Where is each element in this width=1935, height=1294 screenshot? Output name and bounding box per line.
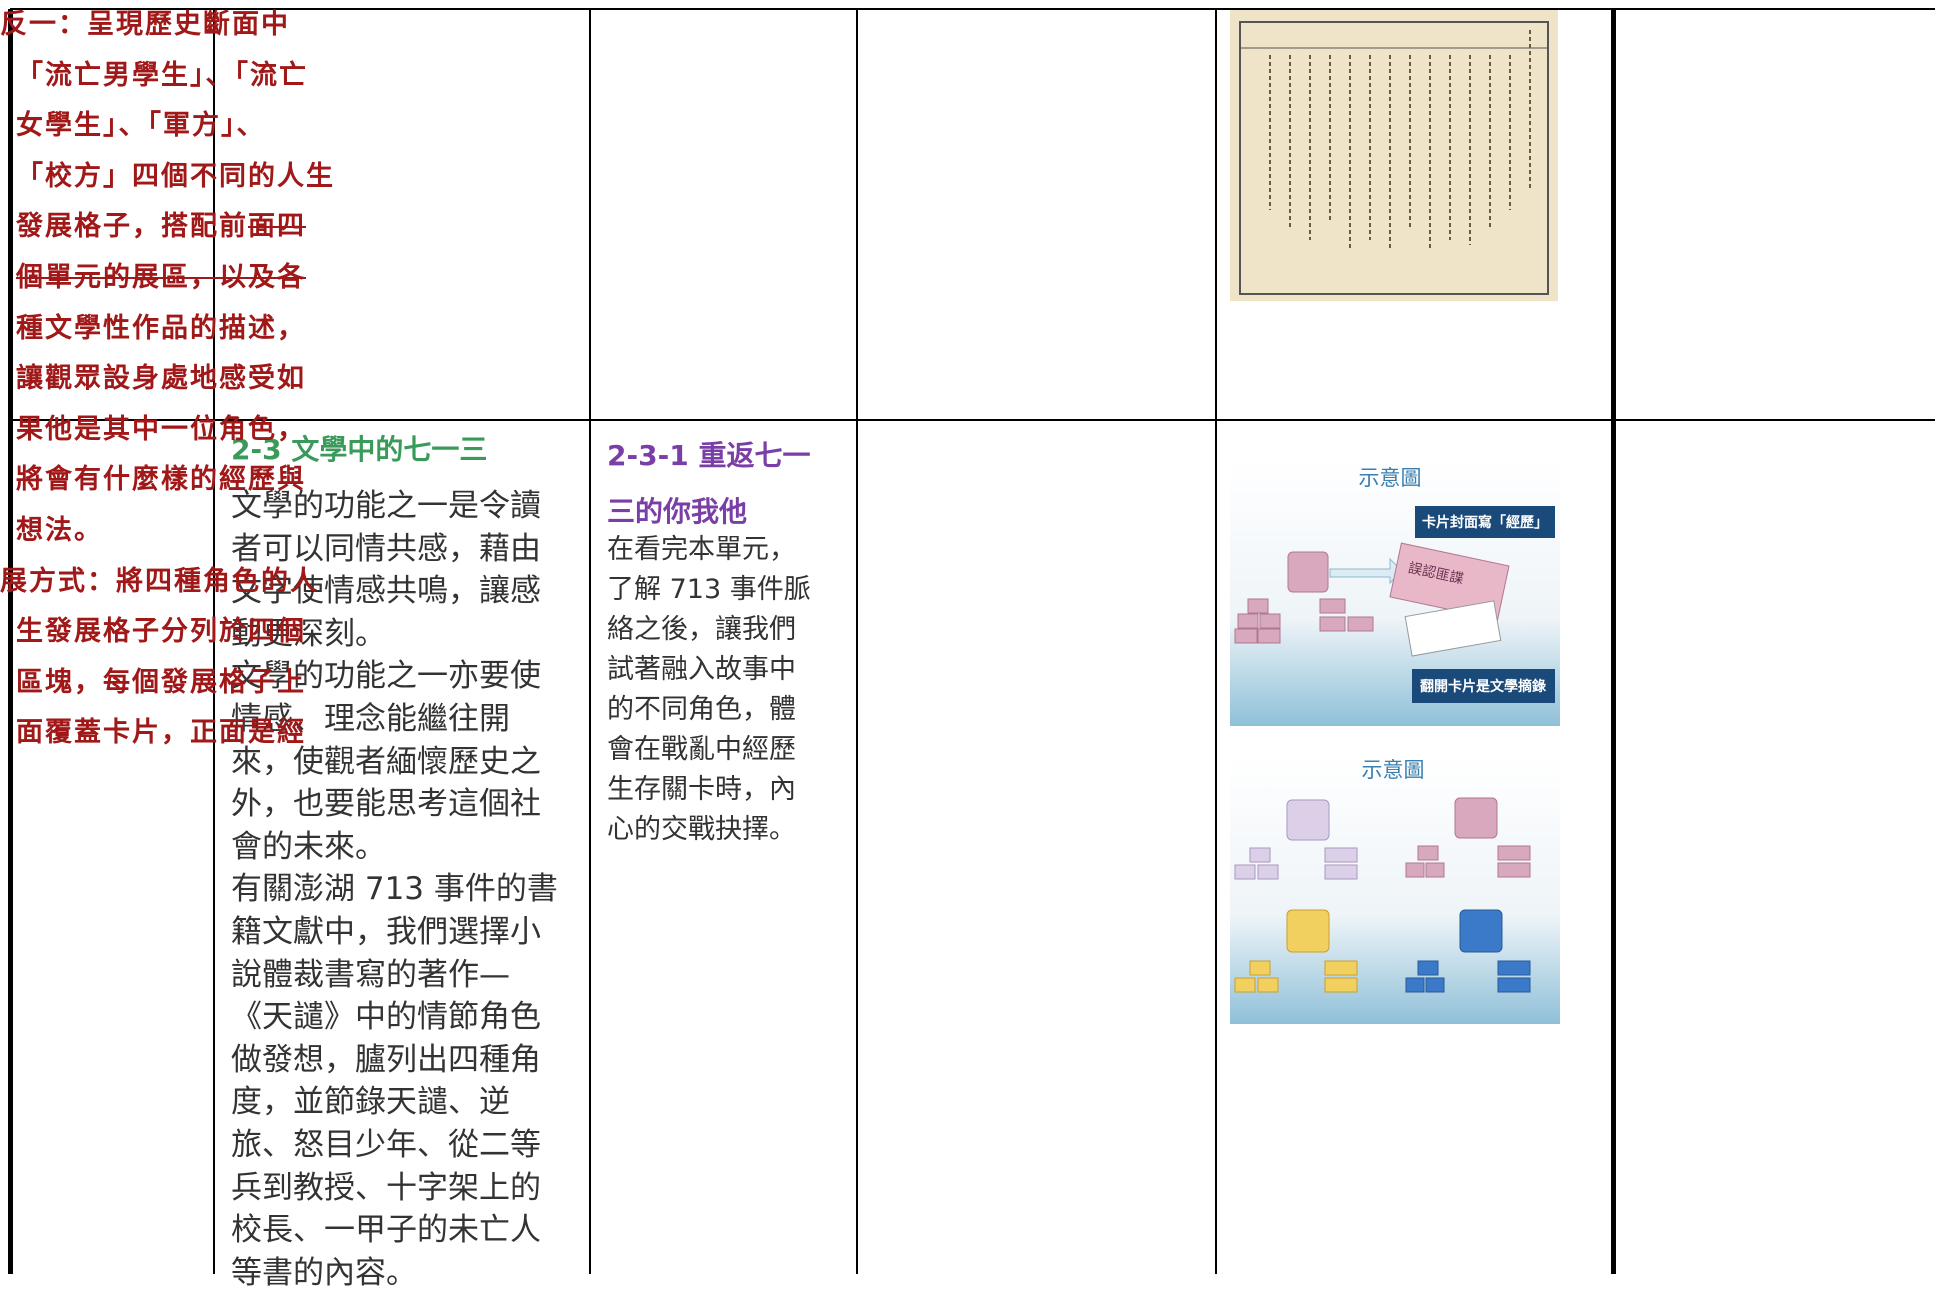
text-line: 「流亡男學生」、「流亡: [16, 59, 308, 91]
border: [1611, 9, 1616, 1274]
row: 區塊，每個發展格子上: [0, 658, 335, 709]
text-line: 有關澎湖 713 事件的書: [231, 871, 558, 908]
row: 展方式：將四種角色的人: [0, 557, 335, 608]
text-line: 試著融入故事中: [607, 654, 796, 685]
border: [10, 8, 1935, 10]
row: 面覆蓋卡片，正面是經: [0, 708, 335, 759]
exhibit-text: 反一：呈現歷史斷面中「流亡男學生」、「流亡 女學生」、「軍方」、「校方」四個不同的…: [0, 0, 335, 759]
text-line: 生發展格子分列於四個: [16, 616, 306, 648]
caption: 示意圖: [1359, 466, 1422, 490]
text-line: 種文學性作品的描述，: [16, 312, 306, 344]
text-line: 面四: [248, 211, 306, 243]
row: 發展格子，搭配前面四: [0, 202, 335, 253]
diagram-1: 示意圖 卡片封面寫「經歷」 誤認匪諜 翻開卡片是文學摘錄: [1230, 459, 1560, 726]
text-line: 兵到教授、十字架上的: [231, 1169, 541, 1206]
text-line: 旅、怒目少年、從二等: [231, 1126, 541, 1163]
row: 生發展格子分列於四個: [0, 607, 335, 658]
text-line: 說體裁書寫的著作—: [231, 956, 510, 993]
text-line: 會的未來。: [231, 828, 386, 865]
row: 「校方」四個不同的人生: [0, 152, 335, 203]
subsection-title: 2-3-1 重返七一 三的你我他: [607, 428, 810, 540]
text-line: 會在戰亂中經歷: [607, 734, 796, 765]
row: 反一：呈現歷史斷面中: [0, 0, 335, 51]
text-line: 來，使觀者緬懷歷史之: [231, 743, 541, 780]
text-line: 發展格子，搭配前: [16, 211, 248, 243]
label: 翻開卡片是文學摘錄: [1420, 678, 1546, 695]
text-line: 的不同角色，體: [607, 694, 796, 725]
text-line: 度，並節錄天譴、逆: [231, 1084, 510, 1121]
row: 個單元的展區，以及各: [0, 253, 335, 304]
border: [1215, 9, 1217, 1274]
document-image: [1230, 10, 1558, 301]
cell: 反一：呈現歷史斷面中「流亡男學生」、「流亡 女學生」、「軍方」、「校方」四個不同的…: [0, 0, 355, 854]
text-line: 將會有什麼樣的經歷與: [16, 464, 306, 496]
text-line: 區塊，每個發展格子上: [16, 666, 306, 698]
text-line: 生存關卡時，內: [607, 774, 796, 805]
border: [856, 9, 858, 1274]
row: 將會有什麼樣的經歷與: [0, 455, 335, 506]
text-line: 等書的內容。: [231, 1254, 417, 1291]
border: [8, 9, 13, 1274]
text-line: 了解 713 事件脈: [607, 574, 811, 605]
text-line: 者可以同情共感，藉由: [231, 530, 541, 567]
text-line: 文學的功能之一亦要使: [231, 658, 541, 695]
border: [589, 9, 591, 1274]
text-line: 動更深刻。: [231, 615, 386, 652]
text-line: 心的交戰抉擇。: [607, 814, 796, 845]
text-line: 讓觀眾設身處地感受如: [16, 363, 306, 395]
text-line: 面覆蓋卡片，正面是經: [16, 717, 306, 749]
text-line: 《天譴》中的情節角色: [231, 999, 541, 1036]
border: [213, 9, 215, 1274]
text-line: 展方式：將四種角色的人: [0, 565, 319, 597]
text-line: 外，也要能思考這個社: [231, 786, 541, 823]
row: 讓觀眾設身處地感受如: [0, 354, 335, 405]
label: 卡片封面寫「經歷」: [1422, 514, 1548, 531]
text-line: 女學生」、「軍方」、: [16, 110, 266, 142]
text-line: 文學的功能之一是令讀: [231, 488, 541, 524]
row: 種文學性作品的描述，: [0, 304, 335, 355]
text-line: 校長、一甲子的未亡人: [231, 1212, 541, 1249]
row: 果他是其中一位角色，: [0, 405, 335, 456]
row: 女學生」、「軍方」、: [0, 101, 335, 152]
section-title: 2-3 文學中的七一三: [231, 433, 488, 466]
text-line: 個單元的展區，以及各: [16, 261, 306, 293]
text-line: 想法。: [16, 514, 103, 546]
text-line: 文字使情感共鳴，讓感: [231, 573, 541, 610]
row: 想法。: [0, 506, 335, 557]
text-line: 果他是其中一位角色，: [16, 413, 306, 445]
text-line: 情感、理念能繼往開: [231, 700, 510, 737]
text-line: 2-3-1 重返七一: [607, 439, 811, 472]
row: 「流亡男學生」、「流亡: [0, 51, 335, 102]
text-line: 做發想，臚列出四種角: [231, 1041, 541, 1078]
text-line: 反一：呈現歷史斷面中: [0, 9, 290, 40]
text-line: 絡之後，讓我們: [607, 614, 796, 645]
subsection-body: 在看完本單元， 了解 713 事件脈 絡之後，讓我們 試著融入故事中 的不同角色，體 會在…: [607, 530, 811, 850]
section-body: 文學的功能之一是令讀 者可以同情共感，藉由 文字使情感共鳴，讓感 動更深刻。文學的功能…: [231, 485, 558, 1294]
text-line: 「校方」四個不同的人生: [16, 160, 335, 192]
diagram-2: 示意圖: [1230, 753, 1560, 1024]
text-line: 三的你我他: [607, 495, 748, 528]
text-line: 在看完本單元，: [607, 534, 796, 565]
border: [10, 419, 1935, 421]
caption: 示意圖: [1362, 758, 1425, 782]
text-line: 籍文獻中，我們選擇小: [231, 913, 541, 950]
